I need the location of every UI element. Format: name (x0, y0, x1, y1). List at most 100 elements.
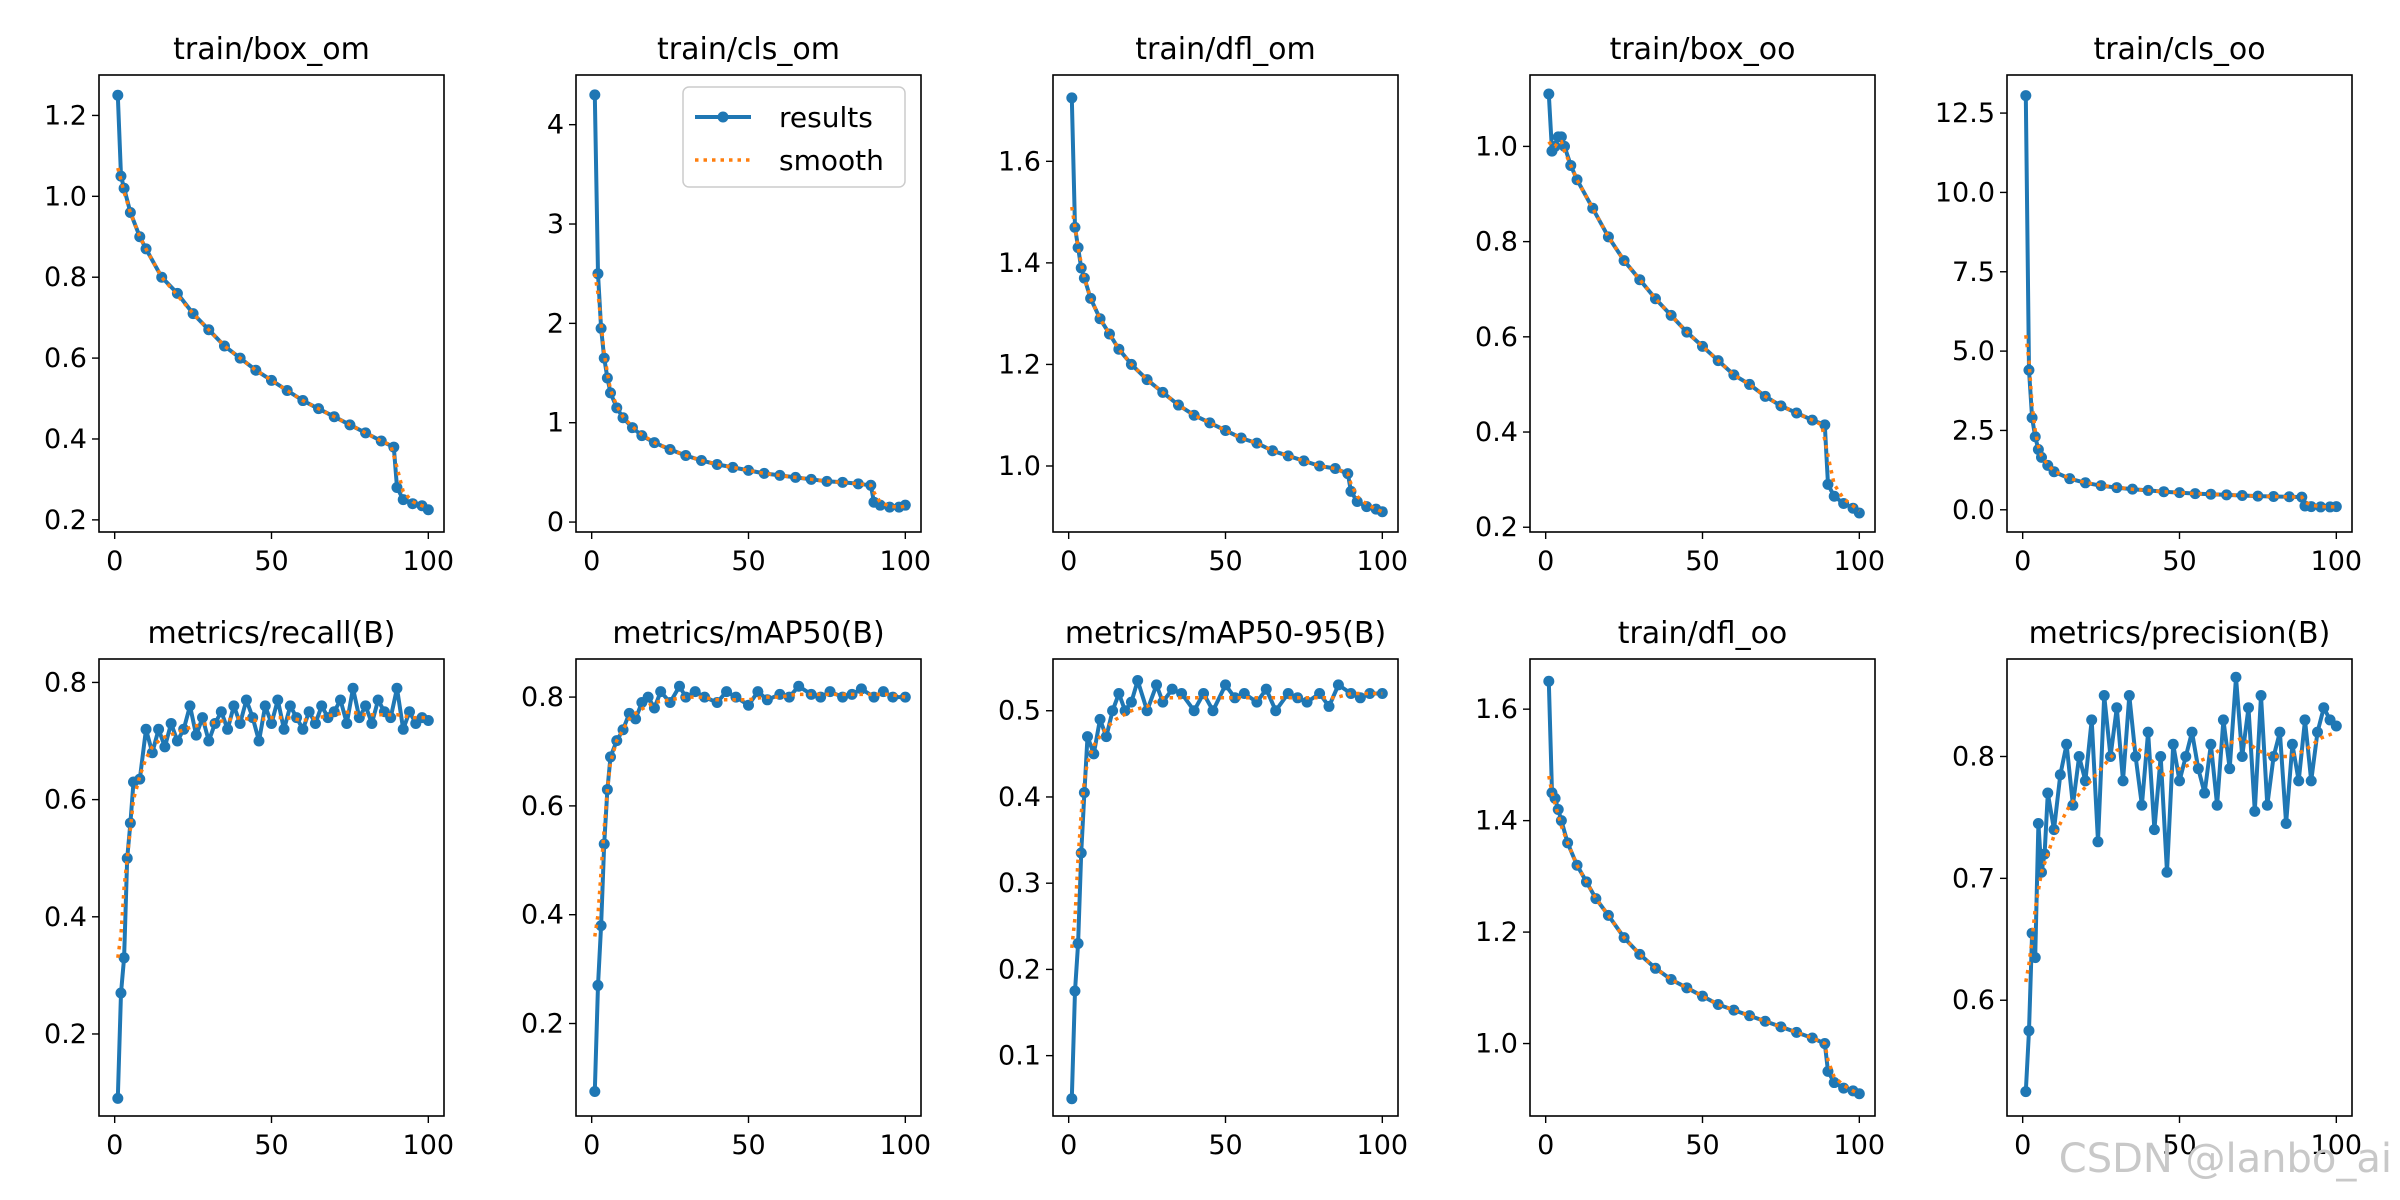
smooth-series-line (1070, 206, 1383, 514)
results-point (2026, 927, 2038, 939)
results-point (184, 700, 196, 712)
y-tick-label: 1.0 (998, 451, 1041, 482)
results-point (1220, 679, 1231, 691)
plot-area (112, 682, 434, 1104)
results-point (758, 467, 770, 479)
results-point (121, 852, 133, 864)
results-point (1819, 419, 1831, 431)
results-point (1543, 88, 1555, 100)
results-point (2280, 818, 2292, 830)
results-point (1229, 692, 1241, 704)
results-series-line (2023, 675, 2338, 1092)
y-tick-label: 0.7 (1952, 863, 1995, 894)
results-point (397, 723, 409, 735)
results-point (347, 682, 359, 694)
x-tick-label: 50 (1208, 546, 1242, 577)
results-point (2315, 501, 2327, 513)
results-point (2205, 488, 2217, 500)
results-point (234, 717, 246, 729)
y-tick-label: 0.2 (1475, 512, 1518, 543)
results-point (404, 706, 415, 718)
smooth-series-line (116, 709, 429, 959)
results-point (2205, 738, 2217, 750)
subplot-title: train/box_om (173, 32, 370, 67)
results-point (1082, 731, 1093, 743)
x-tick-label: 100 (403, 1130, 455, 1161)
results-point (2098, 690, 2110, 702)
results-point (2268, 750, 2280, 762)
results-point (2061, 738, 2073, 750)
x-tick-label: 50 (2162, 546, 2196, 577)
results-point (112, 1092, 124, 1104)
results-point (422, 504, 434, 516)
results-point (2117, 775, 2129, 787)
results-point (899, 691, 911, 703)
results-point (388, 441, 400, 453)
results-point (752, 686, 764, 698)
results-point (2029, 952, 2041, 964)
results-point (689, 686, 701, 698)
results-point (1088, 748, 1100, 760)
results-point (1113, 687, 1125, 699)
results-point (2261, 799, 2273, 811)
x-tick-label: 0 (2014, 546, 2031, 577)
subplot: train/cls_om 0 50 100 0 1 2 3 4 results smooth (547, 32, 931, 577)
results-point (2286, 738, 2298, 750)
plot-area (2020, 90, 2342, 513)
y-tick-label: 1.6 (998, 146, 1041, 177)
results-point (2180, 750, 2192, 762)
results-point (1107, 705, 1119, 717)
watermark: CSDN @lanbo_ai (2059, 1136, 2392, 1182)
results-point (2268, 490, 2280, 502)
y-tick-label: 1.6 (1475, 694, 1518, 725)
results-point (153, 723, 165, 735)
results-point (730, 691, 742, 703)
y-tick-label: 0.1 (998, 1041, 1041, 1072)
results-point (1282, 450, 1294, 462)
results-point (2161, 866, 2173, 878)
results-point (2189, 488, 2201, 500)
results-point (1157, 696, 1169, 708)
results-point (2236, 750, 2248, 762)
results-point (118, 182, 130, 194)
results-point (595, 920, 607, 932)
results-point (655, 686, 667, 698)
results-point (626, 422, 638, 434)
y-tick-label: 0.4 (998, 782, 1041, 813)
results-series-line (1546, 681, 1861, 1096)
x-tick-label: 100 (403, 546, 455, 577)
results-point (353, 712, 365, 724)
results-point (124, 207, 136, 219)
results-point (115, 987, 127, 999)
y-tick-label: 7.5 (1952, 257, 1995, 288)
x-tick-label: 50 (254, 546, 288, 577)
y-tick-label: 0.6 (1475, 322, 1518, 353)
results-series-line (1069, 97, 1384, 514)
y-tick-label: 0.4 (521, 900, 564, 931)
results-point (2305, 775, 2317, 787)
results-point (2073, 750, 2085, 762)
results-point (309, 717, 321, 729)
y-tick-label: 0.2 (998, 954, 1041, 985)
smooth-series-line (2024, 730, 2337, 983)
plot-area (1543, 88, 1865, 519)
results-point (215, 706, 227, 718)
results-series-line (592, 684, 906, 1092)
results-point (2042, 787, 2054, 799)
results-point (630, 713, 642, 725)
plot-area (2020, 671, 2342, 1098)
legend-smooth-label: smooth (779, 144, 884, 177)
results-point (2224, 763, 2236, 775)
results-point (341, 717, 353, 729)
results-point (1100, 731, 1112, 743)
results-point (592, 979, 604, 991)
results-point (391, 682, 403, 694)
results-point (422, 715, 434, 727)
results-point (589, 89, 601, 101)
subplot-title: train/box_oo (1610, 32, 1796, 67)
axes-frame (98, 74, 445, 533)
y-tick-label: 0.8 (1475, 227, 1518, 258)
results-point (372, 694, 384, 706)
results-point (2079, 775, 2091, 787)
